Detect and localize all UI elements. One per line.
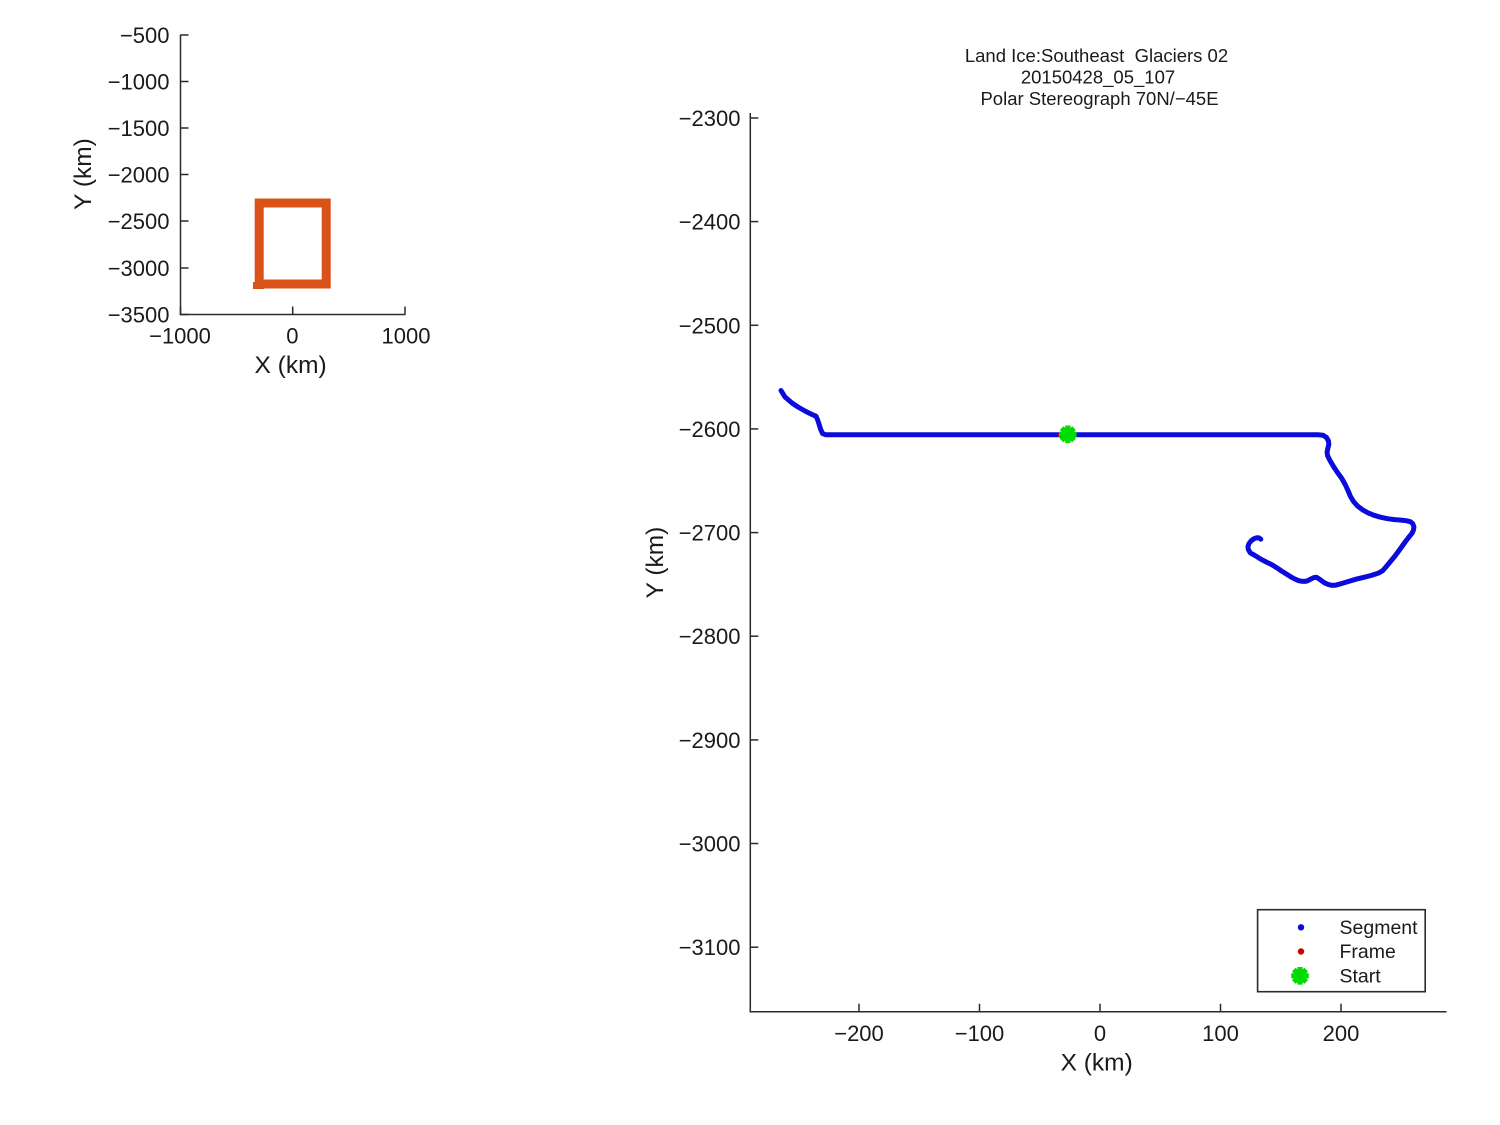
svg-text:0: 0 xyxy=(286,324,298,349)
svg-text:−2600: −2600 xyxy=(679,417,741,442)
svg-text:−1000: −1000 xyxy=(149,324,211,349)
svg-text:−200: −200 xyxy=(834,1021,884,1046)
svg-text:−2300: −2300 xyxy=(679,106,741,131)
svg-text:−1500: −1500 xyxy=(108,116,170,141)
svg-text:Segment: Segment xyxy=(1340,917,1419,939)
svg-text:Frame: Frame xyxy=(1340,941,1396,963)
svg-text:−100: −100 xyxy=(955,1021,1005,1046)
svg-text:−2500: −2500 xyxy=(108,209,170,234)
svg-text:−3000: −3000 xyxy=(679,832,741,857)
svg-text:−2000: −2000 xyxy=(108,163,170,188)
svg-text:−3000: −3000 xyxy=(108,256,170,281)
svg-text:Y (km): Y (km) xyxy=(70,138,97,210)
svg-text:1000: 1000 xyxy=(382,324,431,349)
svg-text:Land Ice:Southeast Glaciers 0: Land Ice:Southeast Glaciers 02 xyxy=(965,45,1228,66)
svg-text:−500: −500 xyxy=(120,23,170,48)
svg-text:−2900: −2900 xyxy=(679,728,741,753)
svg-text:20150428_05_107: 20150428_05_107 xyxy=(1021,67,1175,89)
svg-text:−3500: −3500 xyxy=(108,303,170,328)
svg-text:Polar Stereograph 70N/−45E: Polar Stereograph 70N/−45E xyxy=(980,88,1218,109)
svg-text:Start: Start xyxy=(1340,966,1382,988)
svg-text:Y (km): Y (km) xyxy=(642,527,669,599)
svg-text:200: 200 xyxy=(1323,1021,1360,1046)
svg-text:−3100: −3100 xyxy=(679,935,741,960)
svg-text:−2500: −2500 xyxy=(679,313,741,338)
svg-text:0: 0 xyxy=(1094,1021,1106,1046)
svg-text:100: 100 xyxy=(1202,1021,1239,1046)
svg-text:−2800: −2800 xyxy=(679,624,741,649)
svg-text:X (km): X (km) xyxy=(255,352,327,379)
svg-text:−2700: −2700 xyxy=(679,521,741,546)
svg-text:X (km): X (km) xyxy=(1061,1050,1133,1077)
svg-text:−2400: −2400 xyxy=(679,210,741,235)
svg-text:−1000: −1000 xyxy=(108,70,170,95)
